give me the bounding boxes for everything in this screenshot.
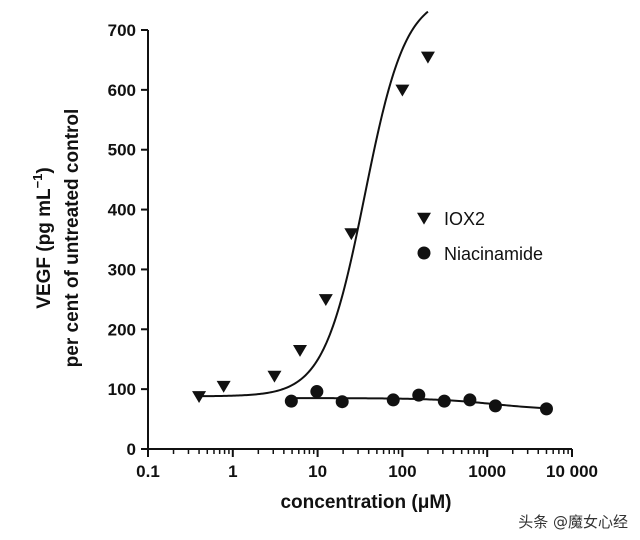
y-tick-label: 0 <box>127 440 136 459</box>
legend-niacinamide-label: Niacinamide <box>444 244 543 264</box>
niacinamide-point <box>412 388 426 402</box>
x-tick-label: 1 <box>228 462 237 481</box>
x-tick-label: 0.1 <box>136 462 160 481</box>
legend-iox2-label: IOX2 <box>444 209 485 229</box>
legend-niacinamide-marker <box>417 246 431 260</box>
x-tick-label: 100 <box>388 462 416 481</box>
iox2-point <box>292 344 307 357</box>
data-points <box>192 51 553 416</box>
y-axis-title-line1: VEGF (pg mL−1) <box>30 167 55 308</box>
niacinamide-point <box>284 394 298 408</box>
iox2-point <box>216 380 231 393</box>
y-tick-label: 100 <box>108 380 136 399</box>
x-tick-label: 10 <box>308 462 327 481</box>
x-tick-label: 1000 <box>468 462 506 481</box>
y-axis-title-close: ) <box>34 167 55 173</box>
iox2-point <box>192 391 207 403</box>
niacinamide-point <box>463 393 477 407</box>
y-axis-title-superscript: −1 <box>30 174 45 189</box>
y-tick-label: 400 <box>108 201 136 220</box>
y-tick-label: 500 <box>108 141 136 160</box>
niacinamide-point <box>437 394 451 408</box>
niacinamide-point <box>310 385 324 399</box>
watermark: 头条 @魔女心经 <box>518 513 628 531</box>
niacinamide-point <box>386 393 400 407</box>
niacinamide-point <box>539 402 553 416</box>
y-axis-title-main: VEGF (pg mL <box>34 188 55 309</box>
x-axis-title: concentration (μM) <box>280 492 451 513</box>
y-tick-label: 200 <box>108 320 136 339</box>
y-axis-title-line2: per cent of untreated control <box>62 109 83 368</box>
iox2-point <box>395 84 410 97</box>
iox2-fit-curve <box>199 10 429 398</box>
iox2-point <box>318 294 333 307</box>
fit-curves <box>199 10 547 410</box>
iox2-point <box>420 51 435 64</box>
legend-iox2-marker <box>417 212 431 225</box>
legend: IOX2 Niacinamide <box>417 209 543 264</box>
y-tick-label: 600 <box>108 81 136 100</box>
niacinamide-point <box>335 395 349 409</box>
x-tick-label: 10 000 <box>546 462 598 481</box>
niacinamide-point <box>488 399 502 413</box>
iox2-point <box>267 370 282 383</box>
y-tick-label: 700 <box>108 21 136 40</box>
y-tick-label: 300 <box>108 260 136 279</box>
axes: 0 100 200 300 400 500 600 700 0.1 1 10 100 1000 10 00… <box>108 21 598 481</box>
iox2-point <box>344 228 359 241</box>
